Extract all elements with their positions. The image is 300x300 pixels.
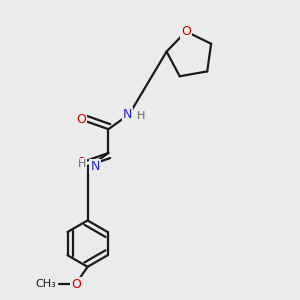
Text: N: N [123,108,132,121]
Text: H: H [77,159,86,169]
Text: H: H [137,111,145,121]
Text: CH₃: CH₃ [36,279,56,289]
Text: O: O [76,156,86,169]
Text: N: N [90,160,100,173]
Text: O: O [181,25,191,38]
Text: O: O [76,113,86,126]
Text: O: O [71,278,81,290]
